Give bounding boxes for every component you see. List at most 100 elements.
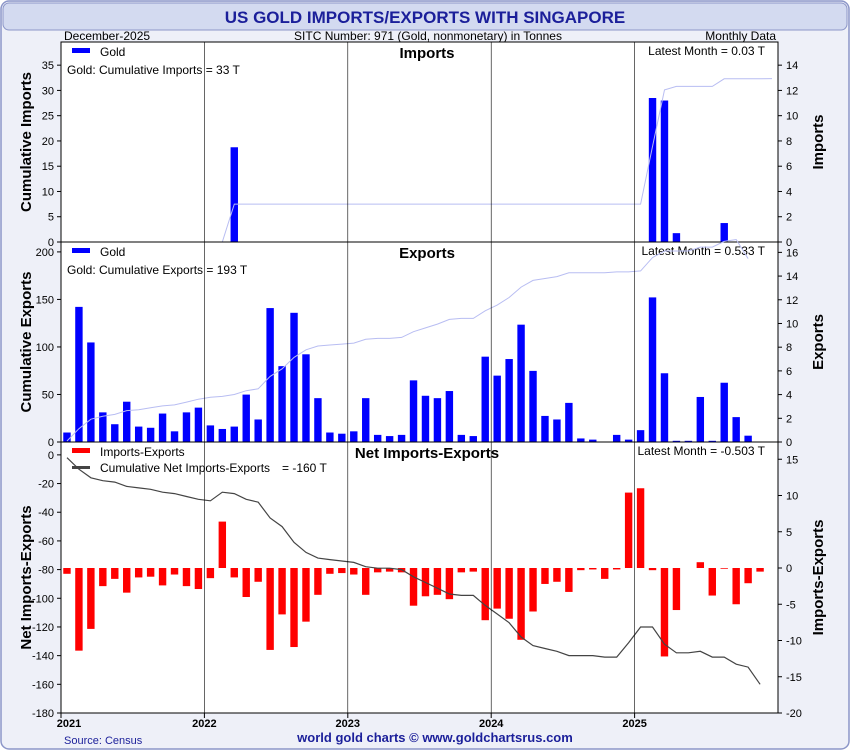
bar-import xyxy=(672,233,681,242)
y-right-axis-label: Exports xyxy=(810,314,827,370)
bar-export xyxy=(445,391,454,442)
bar-export xyxy=(218,428,227,442)
bar-import xyxy=(648,98,657,242)
bar-net xyxy=(708,568,716,596)
x-tick-label: 2022 xyxy=(192,718,216,730)
bar-export xyxy=(350,431,358,442)
y-right-tick-label: 2 xyxy=(786,212,792,224)
legend-swatch xyxy=(72,48,90,53)
bar-net xyxy=(577,568,585,571)
bar-export xyxy=(517,324,525,442)
bar-export xyxy=(134,426,143,442)
bar-net xyxy=(672,568,681,611)
y-left-tick-label: -160 xyxy=(32,679,54,691)
bar-export xyxy=(206,425,215,442)
y-right-tick-label: -20 xyxy=(786,708,802,720)
bar-net xyxy=(636,488,645,568)
bar-export xyxy=(242,394,250,442)
bar-net xyxy=(362,568,370,595)
panel-title: Exports xyxy=(399,245,455,262)
bar-export xyxy=(672,440,681,442)
x-tick-label: 2024 xyxy=(479,718,504,730)
y-right-tick-label: -5 xyxy=(786,599,796,611)
y-right-tick-label: 4 xyxy=(786,390,792,402)
chart-title: US GOLD IMPORTS/EXPORTS WITH SINGAPORE xyxy=(225,8,625,27)
bar-export xyxy=(636,430,645,442)
bar-net xyxy=(433,568,442,595)
bar-net xyxy=(242,568,250,597)
header-sitc: SITC Number: 971 (Gold, nonmonetary) in … xyxy=(294,29,562,43)
y-left-tick-label: -180 xyxy=(32,708,54,720)
bar-net xyxy=(553,568,561,582)
y-right-tick-label: 10 xyxy=(786,111,798,123)
y-left-tick-label: 5 xyxy=(48,212,54,224)
bar-net xyxy=(612,568,621,570)
bar-net xyxy=(493,568,501,609)
bar-net xyxy=(589,568,597,570)
bar-export xyxy=(409,380,418,442)
bar-net xyxy=(63,568,71,574)
bar-net xyxy=(206,568,215,579)
bar-net xyxy=(99,568,107,587)
y-left-tick-label: -80 xyxy=(38,565,54,577)
bar-net xyxy=(218,521,227,568)
footer-credit: world gold charts © www.goldchartsrus.co… xyxy=(296,730,573,745)
bar-export xyxy=(230,426,238,442)
bar-export xyxy=(170,431,179,442)
x-tick-label: 2021 xyxy=(57,718,81,730)
plot-area xyxy=(60,41,779,714)
latest-month-label: Latest Month = 0.03 T xyxy=(648,44,766,58)
bar-export xyxy=(254,419,262,442)
y-left-tick-label: 0 xyxy=(48,237,54,249)
y-right-tick-label: 5 xyxy=(786,527,792,539)
y-left-tick-label: 150 xyxy=(36,294,54,306)
bar-net xyxy=(505,568,513,619)
bar-net xyxy=(469,568,477,572)
y-right-tick-label: 6 xyxy=(786,366,792,378)
header-frequency: Monthly Data xyxy=(705,29,776,43)
bar-net xyxy=(278,568,286,615)
x-tick-label: 2023 xyxy=(336,718,360,730)
y-right-tick-label: 14 xyxy=(786,60,798,72)
bar-export xyxy=(529,370,537,442)
y-left-axis-label: Cumulative Exports xyxy=(18,272,35,413)
bar-export xyxy=(696,396,705,442)
bar-export xyxy=(99,412,107,442)
bar-net xyxy=(123,568,131,593)
bar-net xyxy=(457,568,466,573)
y-left-tick-label: -100 xyxy=(32,593,54,605)
y-left-tick-label: -140 xyxy=(32,651,54,663)
y-left-tick-label: -40 xyxy=(38,507,54,519)
y-left-tick-label: 0 xyxy=(48,437,54,449)
bar-export xyxy=(63,432,71,442)
cumulative-annotation: = -160 T xyxy=(282,461,327,475)
bar-export xyxy=(182,412,191,442)
y-right-tick-label: 16 xyxy=(786,247,798,259)
legend-label: Gold xyxy=(100,45,125,59)
bar-net xyxy=(481,568,489,621)
bar-net xyxy=(111,568,119,579)
bar-export xyxy=(314,398,322,442)
bar-export xyxy=(708,440,716,442)
bar-net xyxy=(696,562,705,568)
bar-export xyxy=(87,342,95,442)
bar-export xyxy=(684,440,693,442)
bar-net xyxy=(290,568,298,648)
y-left-tick-label: 30 xyxy=(42,85,54,97)
bar-net xyxy=(75,568,83,651)
bar-net xyxy=(409,568,418,606)
x-tick-label: 2025 xyxy=(622,718,646,730)
bar-export xyxy=(541,415,549,442)
bar-export xyxy=(111,424,119,442)
cumulative-line xyxy=(66,457,761,685)
bar-import xyxy=(660,100,669,243)
bar-net xyxy=(146,568,155,577)
y-right-tick-label: -10 xyxy=(786,636,802,648)
bar-export xyxy=(589,439,597,442)
bar-export xyxy=(146,427,155,442)
y-right-tick-label: 14 xyxy=(786,271,798,283)
bar-import xyxy=(230,147,238,242)
bar-export xyxy=(290,312,298,442)
bar-export xyxy=(373,434,382,442)
